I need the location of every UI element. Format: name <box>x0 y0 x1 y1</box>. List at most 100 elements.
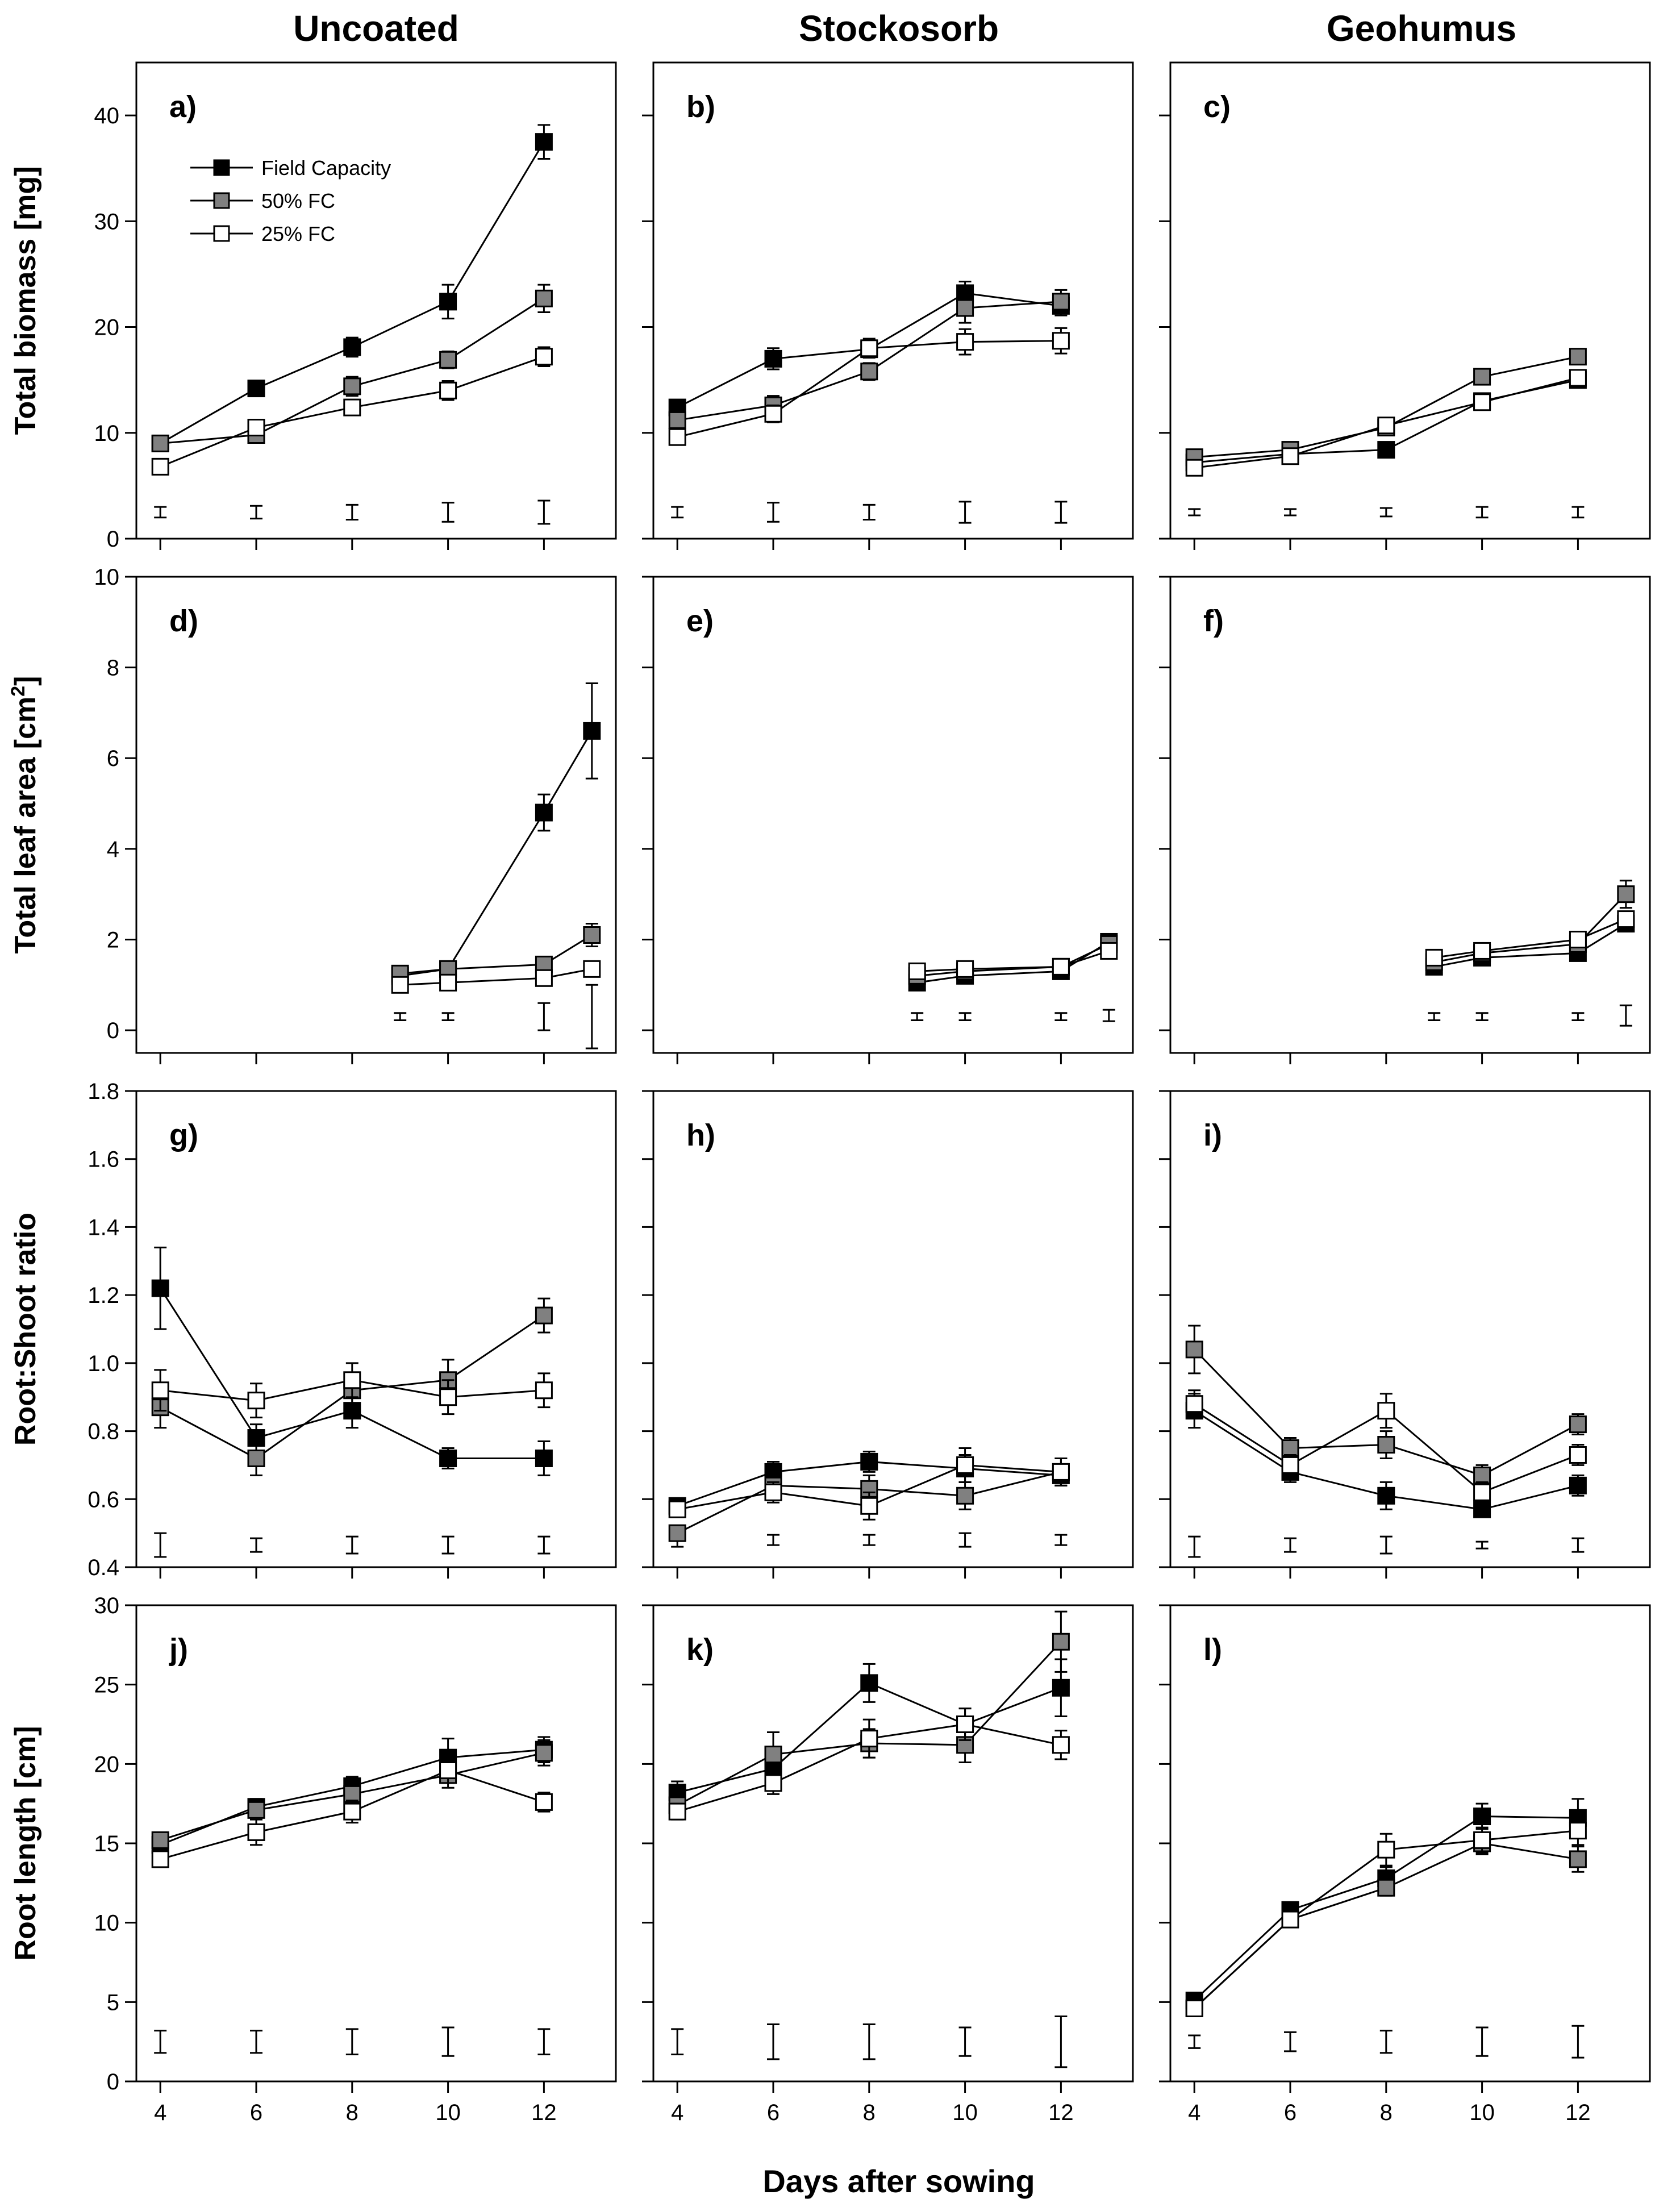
legend-label: Field Capacity <box>261 156 391 180</box>
panel-c: c) <box>1159 61 1651 550</box>
column-title-geohumus: Geohumus <box>1327 8 1516 49</box>
y-tick-label: 8 <box>107 656 119 681</box>
data-point <box>1377 1840 1395 1859</box>
data-point <box>343 1802 361 1821</box>
legend-marker <box>213 225 230 242</box>
series-50-fc <box>151 284 553 452</box>
data-point <box>535 1744 553 1762</box>
data-point <box>439 1762 457 1780</box>
data-point <box>1569 1476 1587 1494</box>
series-line <box>160 141 545 444</box>
x-tick-label: 6 <box>250 2100 262 2125</box>
series-field-capacity <box>1185 1798 1587 2010</box>
series-line <box>400 934 593 975</box>
data-point <box>1569 1822 1587 1840</box>
panel-j: 0 5 10 15 20 25 30 4 6 8 10 12 j) <box>94 1593 617 2125</box>
data-point <box>247 1801 265 1819</box>
panel-frame <box>1169 61 1651 540</box>
y-tick-label: 40 <box>94 103 120 128</box>
data-point <box>439 381 457 399</box>
data-point <box>956 299 974 317</box>
data-point <box>1569 369 1587 387</box>
series-field-capacity <box>391 682 601 985</box>
x-tick-label: 12 <box>1048 2100 1074 2125</box>
y-tick-label: 4 <box>107 837 119 862</box>
data-point <box>1377 1486 1395 1505</box>
data-point <box>956 1486 974 1505</box>
series-line <box>1433 893 1627 963</box>
data-point <box>956 333 974 351</box>
y-tick-label: 10 <box>94 565 120 590</box>
series-25-fc <box>1185 1815 1587 2018</box>
x-tick-label: 6 <box>767 2100 779 2125</box>
data-point <box>764 1483 782 1501</box>
panel-f: f) <box>1159 576 1651 1064</box>
data-point <box>1377 417 1395 435</box>
data-point <box>1473 393 1491 411</box>
data-point <box>1052 957 1070 976</box>
data-point <box>1473 368 1491 386</box>
data-point <box>391 976 409 994</box>
y-axis-label-row-3: Root:Shoot ratio <box>9 1213 42 1446</box>
y-axis-label-superscript: 2 <box>7 686 29 697</box>
series-field-capacity <box>151 1246 553 1476</box>
data-point <box>535 1306 553 1325</box>
legend-marker <box>213 192 230 209</box>
x-tick-label: 8 <box>1380 2100 1393 2125</box>
panel-l: 4 6 8 10 12 l) <box>1159 1604 1651 2125</box>
data-point <box>1185 1340 1203 1359</box>
panel-frame <box>1169 576 1651 1054</box>
data-point <box>1052 293 1070 311</box>
series-50-fc <box>151 1739 553 1849</box>
y-axis-label-row-2: Total leaf area [cm2] <box>7 676 42 953</box>
panel-frame <box>652 576 1134 1054</box>
y-tick-label: 1.8 <box>87 1079 119 1104</box>
data-point <box>956 1715 974 1733</box>
series-25-fc <box>1425 910 1635 967</box>
data-point <box>1569 348 1587 366</box>
legend-marker <box>213 159 230 176</box>
y-tick-label: 0.6 <box>87 1487 119 1512</box>
panel-frame <box>135 1090 617 1568</box>
y-tick-label: 30 <box>94 209 120 234</box>
x-tick-label: 6 <box>1284 2100 1297 2125</box>
series-line <box>917 950 1110 972</box>
y-tick-label: 5 <box>107 1990 119 2015</box>
series-25-fc <box>1185 369 1587 477</box>
data-point <box>439 293 457 311</box>
data-point <box>956 960 974 978</box>
column-title-stockosorb: Stockosorb <box>799 8 999 49</box>
series-25-fc <box>668 1708 1070 1821</box>
data-point <box>668 1500 686 1518</box>
data-point <box>1052 332 1070 350</box>
data-point <box>764 1774 782 1792</box>
data-point <box>860 1497 878 1515</box>
y-tick-label: 10 <box>94 421 120 446</box>
series-50-fc <box>668 289 1070 429</box>
column-title-uncoated: Uncoated <box>293 8 459 49</box>
data-point <box>247 1449 265 1467</box>
series-field-capacity <box>908 932 1118 992</box>
data-point <box>1377 1436 1395 1454</box>
data-point <box>151 1279 169 1297</box>
panel-frame <box>135 61 617 540</box>
data-point <box>247 1823 265 1841</box>
data-point <box>1425 948 1443 967</box>
y-tick-label: 0 <box>107 1018 119 1043</box>
panel-e: e) <box>642 576 1134 1064</box>
data-point <box>1185 1395 1203 1413</box>
y-tick-label: 1.4 <box>87 1215 119 1240</box>
data-point <box>1281 447 1299 465</box>
data-point <box>1052 1679 1070 1697</box>
series-25-fc <box>668 1447 1070 1521</box>
series-25-fc <box>151 346 553 476</box>
data-point <box>583 722 601 740</box>
data-point <box>439 1449 457 1467</box>
data-point <box>1052 1463 1070 1481</box>
data-point <box>668 1802 686 1821</box>
x-tick-label: 10 <box>952 2100 978 2125</box>
panel-letter: a) <box>169 90 197 124</box>
series-line <box>916 941 1110 984</box>
data-point <box>1617 885 1635 903</box>
